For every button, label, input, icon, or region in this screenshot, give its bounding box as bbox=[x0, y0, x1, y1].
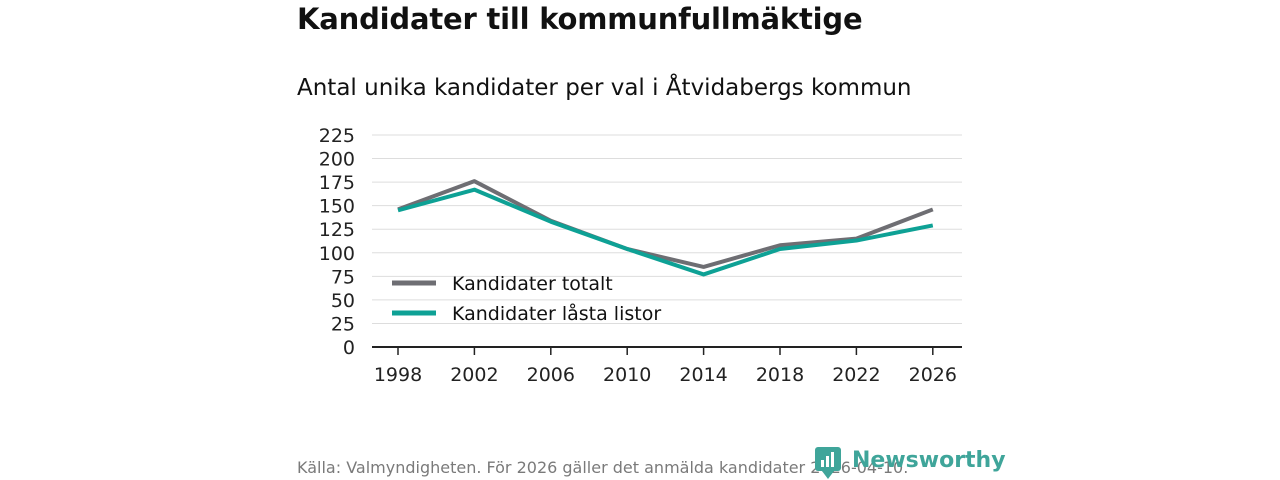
y-tick-label: 175 bbox=[319, 172, 355, 194]
y-tick-label: 25 bbox=[331, 313, 355, 335]
y-tick-label: 50 bbox=[331, 290, 355, 312]
source-note: Källa: Valmyndigheten. För 2026 gäller d… bbox=[297, 458, 909, 477]
x-tick-label: 2002 bbox=[450, 364, 498, 386]
x-tick-label: 2018 bbox=[756, 364, 804, 386]
series-lines bbox=[397, 179, 934, 277]
chart-title: Kandidater till kommunfullmäktige bbox=[297, 2, 863, 36]
legend-label-locked: Kandidater låsta listor bbox=[452, 302, 661, 325]
y-tick-label: 225 bbox=[319, 125, 355, 147]
chart-subtitle: Antal unika kandidater per val i Åtvidab… bbox=[297, 75, 912, 101]
x-tick-label: 2022 bbox=[832, 364, 880, 386]
x-tick-label: 2014 bbox=[679, 364, 727, 386]
series-line-total bbox=[397, 179, 934, 269]
y-tick-label: 75 bbox=[331, 266, 355, 288]
x-tick-label: 2010 bbox=[603, 364, 651, 386]
y-tick-label: 150 bbox=[319, 196, 355, 218]
x-tick-label: 2026 bbox=[909, 364, 957, 386]
series-line-locked bbox=[397, 187, 934, 277]
x-axis-ticks: 1998 2002 2006 2010 2014 2018 2022 2026 bbox=[374, 347, 957, 386]
newsworthy-bars-icon bbox=[815, 447, 841, 479]
x-tick-label: 2006 bbox=[527, 364, 575, 386]
x-tick-label: 1998 bbox=[374, 364, 422, 386]
legend-label-total: Kandidater totalt bbox=[452, 273, 613, 295]
y-tick-label: 200 bbox=[319, 149, 355, 171]
brand-name: Newsworthy bbox=[852, 448, 1006, 473]
y-tick-label: 0 bbox=[343, 337, 355, 359]
gridlines bbox=[372, 134, 962, 324]
y-tick-label: 125 bbox=[319, 219, 355, 241]
y-tick-label: 100 bbox=[319, 243, 355, 265]
legend: Kandidater totalt Kandidater låsta listor bbox=[392, 273, 661, 325]
